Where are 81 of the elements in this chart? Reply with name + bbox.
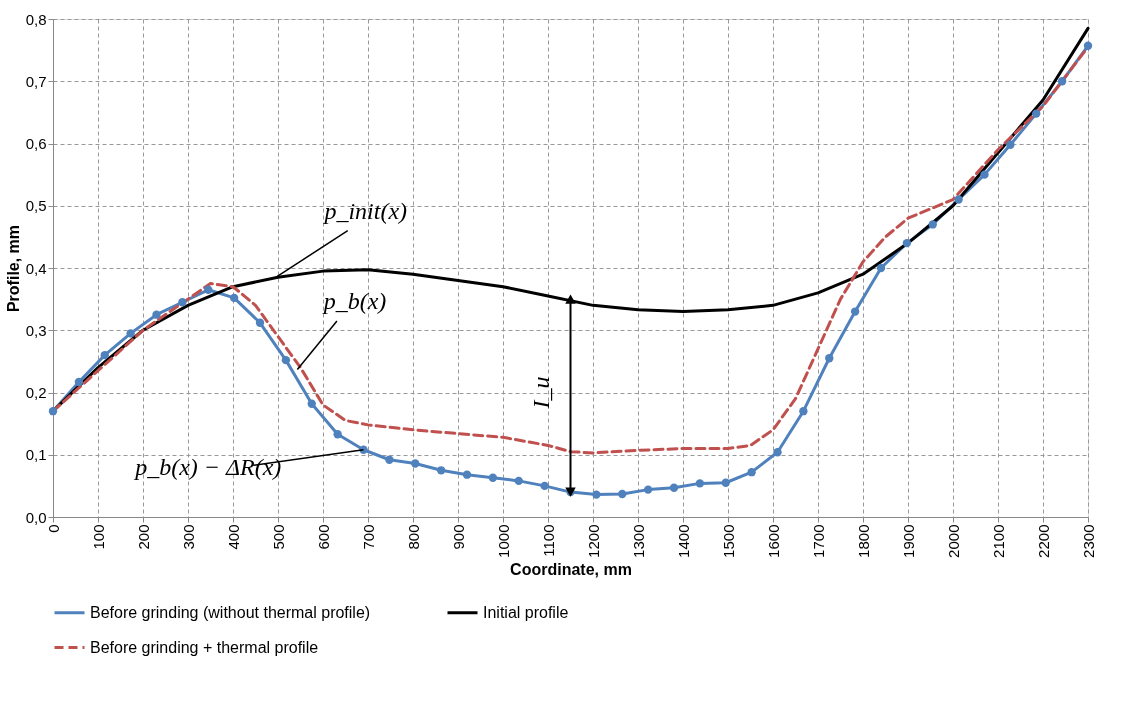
y-tick-label: 0,4: [25, 259, 47, 277]
y-tick-label: 0,5: [25, 197, 47, 215]
x-tick-label: 1300: [629, 524, 647, 558]
x-tick-label: 2100: [989, 524, 1007, 558]
x-tick-label: 2300: [1079, 524, 1097, 558]
annotation: p_b(x): [321, 288, 387, 315]
y-tick-label: 0,8: [25, 10, 47, 28]
point: [540, 481, 549, 491]
x-tick-label: 1900: [899, 524, 917, 558]
point: [1083, 41, 1093, 50]
point: [954, 195, 963, 204]
legend-label: Before grinding + thermal profile: [90, 638, 319, 656]
point: [980, 170, 989, 179]
point: [514, 476, 523, 486]
x-tick-label: 100: [89, 524, 107, 550]
point: [333, 430, 342, 439]
x-tick-label: 200: [134, 524, 152, 550]
x-tick-label: 400: [224, 524, 242, 550]
point: [773, 448, 782, 457]
point: [281, 355, 291, 365]
y-tick-label: 0,1: [25, 446, 47, 464]
x-tick-label: 1500: [719, 524, 737, 558]
annotation: p_b(x) − ΔR(x): [133, 454, 282, 481]
y-tick-label: 0,0: [25, 508, 47, 526]
point: [255, 318, 265, 327]
point: [643, 485, 653, 494]
point: [747, 468, 756, 477]
x-tick-label: 1200: [584, 524, 602, 558]
point: [488, 473, 498, 482]
annotation: I_u: [527, 376, 554, 410]
point: [204, 285, 213, 294]
x-tick-label: 1600: [764, 524, 782, 558]
point: [126, 329, 135, 338]
legend-label: Initial profile: [483, 603, 569, 621]
point: [100, 350, 109, 360]
point: [1057, 77, 1067, 86]
point: [462, 470, 472, 479]
x-tick-label: 500: [269, 524, 287, 550]
y-tick-label: 0,2: [25, 384, 47, 401]
point: [876, 263, 886, 273]
x-axis-title: Coordinate, mm: [510, 560, 632, 578]
x-tick-label: 1400: [674, 524, 692, 558]
point: [307, 399, 316, 408]
x-tick-label: 2000: [944, 524, 962, 558]
point: [928, 220, 937, 229]
point: [229, 293, 239, 303]
legend-label: Before grinding (without thermal profile): [90, 603, 371, 621]
point: [902, 238, 912, 248]
x-tick-label: 1800: [854, 524, 872, 558]
annotation: p_init(x): [322, 197, 408, 224]
point: [152, 310, 161, 319]
x-tick-label: 0: [44, 524, 62, 533]
point: [1032, 109, 1041, 118]
x-tick-label: 2200: [1034, 524, 1052, 558]
point: [48, 407, 58, 416]
x-tick-label: 700: [359, 524, 377, 550]
point: [178, 298, 187, 307]
y-tick-label: 0,3: [25, 321, 47, 339]
point: [669, 483, 679, 492]
y-axis-title: Profile, mm: [4, 224, 22, 313]
x-tick-label: 1100: [539, 524, 557, 557]
x-tick-label: 300: [179, 524, 197, 550]
point: [436, 466, 446, 475]
y-tick-label: 0,6: [25, 135, 47, 152]
x-tick-label: 600: [314, 524, 332, 550]
x-tick-label: 1000: [494, 524, 512, 558]
x-tick-label: 900: [449, 524, 467, 550]
point: [799, 407, 808, 416]
point: [825, 354, 834, 363]
point: [695, 479, 705, 488]
point: [74, 377, 84, 387]
x-tick-label: 1700: [809, 524, 827, 558]
point: [618, 489, 627, 499]
point: [592, 490, 601, 499]
point: [1006, 140, 1015, 149]
x-tick-label: 800: [404, 524, 422, 550]
point: [385, 455, 394, 464]
point: [721, 478, 730, 487]
point: [411, 459, 420, 468]
point: [850, 307, 860, 316]
y-tick-label: 0,7: [25, 72, 47, 90]
